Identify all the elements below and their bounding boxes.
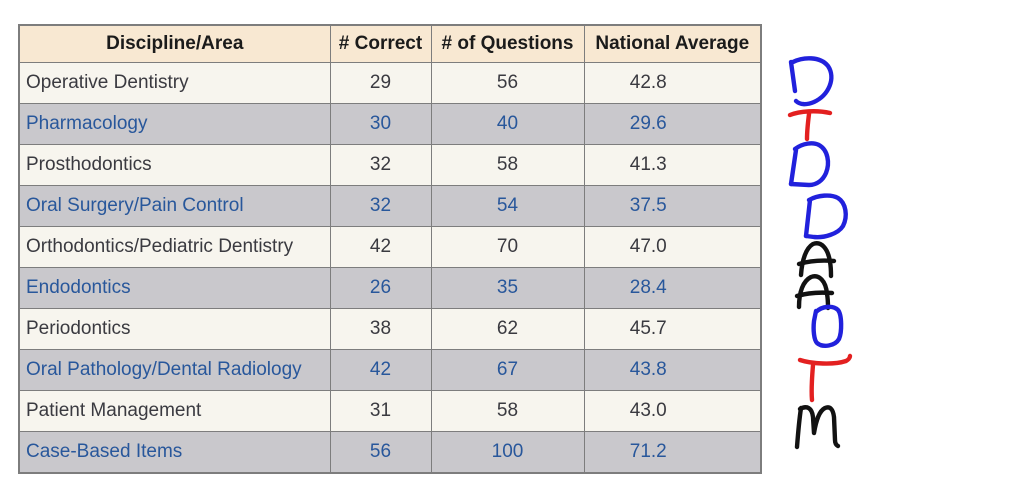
handwritten-letter-t-1	[787, 109, 833, 142]
table-row: Orthodontics/Pediatric Dentistry 42 70 4…	[18, 226, 762, 268]
cell-correct: 32	[329, 144, 432, 186]
cell-correct: 30	[329, 103, 432, 145]
pen-stroke	[794, 405, 804, 450]
cell-questions: 58	[430, 390, 585, 432]
exam-score-table: Discipline/Area # Correct # of Questions…	[18, 24, 762, 474]
cell-national-average: 41.3	[583, 144, 762, 186]
cell-questions: 56	[430, 62, 585, 104]
cell-questions: 58	[430, 144, 585, 186]
cell-national-average: 29.6	[583, 103, 762, 145]
column-header-national-average: National Average	[583, 24, 762, 63]
pen-stroke	[796, 258, 837, 267]
handwritten-letter-d-1	[788, 56, 834, 107]
handwritten-letter-d-4	[811, 304, 844, 348]
column-header-discipline-area: Discipline/Area	[18, 24, 331, 63]
column-header-num-questions: # of Questions	[430, 24, 585, 63]
table-row: Oral Surgery/Pain Control 32 54 37.5	[18, 185, 762, 227]
cell-discipline: Orthodontics/Pediatric Dentistry	[18, 226, 331, 268]
cell-correct: 29	[329, 62, 432, 104]
cell-discipline: Oral Surgery/Pain Control	[18, 185, 331, 227]
column-header-num-correct: # Correct	[329, 24, 432, 63]
cell-discipline: Operative Dentistry	[18, 62, 331, 104]
handwritten-letter-t-2	[797, 353, 853, 403]
table-row: Case-Based Items 56 100 71.2	[18, 431, 762, 474]
cell-questions: 70	[430, 226, 585, 268]
pen-stroke	[797, 405, 841, 449]
pen-stroke	[794, 290, 835, 299]
cell-national-average: 45.7	[583, 308, 762, 350]
table-row: Patient Management 31 58 43.0	[18, 390, 762, 432]
cell-questions: 35	[430, 267, 585, 309]
pen-stroke	[804, 111, 812, 142]
pen-stroke	[788, 147, 799, 187]
cell-discipline: Periodontics	[18, 308, 331, 350]
table-row: Prosthodontics 32 58 41.3	[18, 144, 762, 186]
pen-stroke	[811, 304, 844, 348]
table-row: Oral Pathology/Dental Radiology 42 67 43…	[18, 349, 762, 391]
pen-stroke	[797, 353, 853, 366]
cell-correct: 38	[329, 308, 432, 350]
handwritten-letter-a-2	[794, 274, 835, 311]
cell-discipline: Endodontics	[18, 267, 331, 309]
pen-stroke	[796, 274, 831, 311]
cell-questions: 40	[430, 103, 585, 145]
table-row: Periodontics 38 62 45.7	[18, 308, 762, 350]
cell-correct: 32	[329, 185, 432, 227]
pen-stroke	[787, 109, 833, 118]
cell-correct: 26	[329, 267, 432, 309]
cell-national-average: 28.4	[583, 267, 762, 309]
cell-discipline: Prosthodontics	[18, 144, 331, 186]
pen-stroke	[803, 197, 813, 239]
handwritten-letter-m-1	[794, 405, 841, 450]
pen-stroke	[798, 241, 834, 279]
pen-stroke	[788, 59, 798, 94]
table-row: Endodontics 26 35 28.4	[18, 267, 762, 309]
cell-correct: 42	[329, 226, 432, 268]
cell-discipline: Oral Pathology/Dental Radiology	[18, 349, 331, 391]
table-row: Pharmacology 30 40 29.6	[18, 103, 762, 145]
cell-national-average: 71.2	[583, 431, 762, 474]
cell-national-average: 37.5	[583, 185, 762, 227]
pen-stroke	[809, 362, 816, 403]
cell-questions: 67	[430, 349, 585, 391]
pen-stroke	[803, 193, 848, 240]
cell-discipline: Pharmacology	[18, 103, 331, 145]
cell-correct: 31	[329, 390, 432, 432]
cell-questions: 100	[430, 431, 585, 474]
cell-national-average: 42.8	[583, 62, 762, 104]
handwritten-letter-d-3	[803, 193, 848, 240]
cell-correct: 42	[329, 349, 432, 391]
handwritten-letter-a-1	[796, 241, 837, 279]
table-row: Operative Dentistry 29 56 42.8	[18, 62, 762, 104]
pen-stroke	[788, 141, 831, 188]
cell-questions: 62	[430, 308, 585, 350]
cell-correct: 56	[329, 431, 432, 474]
cell-national-average: 47.0	[583, 226, 762, 268]
pen-stroke	[790, 56, 834, 107]
cell-national-average: 43.8	[583, 349, 762, 391]
cell-discipline: Case-Based Items	[18, 431, 331, 474]
cell-discipline: Patient Management	[18, 390, 331, 432]
cell-national-average: 43.0	[583, 390, 762, 432]
handwritten-letter-d-2	[788, 141, 831, 188]
cell-questions: 54	[430, 185, 585, 227]
header-row: Discipline/Area # Correct # of Questions…	[18, 24, 762, 63]
